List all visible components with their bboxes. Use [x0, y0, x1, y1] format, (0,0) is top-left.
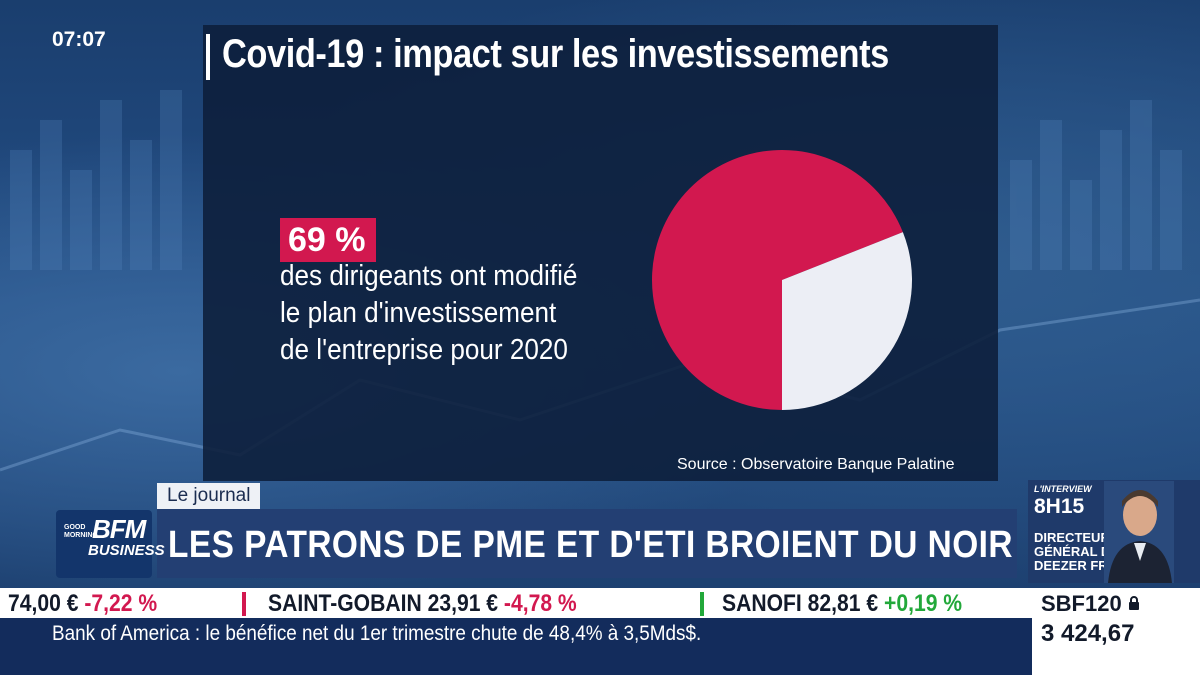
clock: 07:07	[52, 28, 106, 52]
interview-time: 8H15	[1034, 495, 1084, 519]
logo-business: BUSINESS	[88, 542, 165, 559]
ticker-item: 74,00 € -7,22 %	[8, 590, 157, 618]
segment-tag: Le journal	[157, 483, 260, 509]
infographic-title: Covid-19 : impact sur les investissement…	[222, 32, 889, 77]
interview-label: L'INTERVIEW	[1034, 484, 1092, 494]
index-value: 3 424,67	[1041, 620, 1134, 648]
pie-chart	[650, 148, 914, 412]
ticker-name: SAINT-GOBAIN	[268, 590, 422, 617]
description-line: le plan d'investissement	[280, 295, 604, 332]
guest-portrait	[1104, 481, 1174, 583]
ticker-change: -4,78 %	[504, 590, 577, 617]
description-line: des dirigeants ont modifié	[280, 258, 604, 295]
index-name: SBF120	[1041, 591, 1122, 617]
ticker-separator	[700, 592, 704, 616]
ticker-item: SAINT-GOBAIN 23,91 € -4,78 %	[268, 590, 577, 618]
highlight-description: des dirigeants ont modifié le plan d'inv…	[280, 258, 604, 369]
percent-highlight: 69 %	[280, 218, 376, 262]
ticker-price: 82,81 €	[808, 590, 878, 617]
ticker-name: SANOFI	[722, 590, 802, 617]
ticker-separator	[242, 592, 246, 616]
ticker-item: SANOFI 82,81 € +0,19 %	[722, 590, 962, 618]
logo-bfm: BFM	[92, 514, 145, 545]
ticker-price: 74,00 €	[8, 590, 78, 617]
headline-text: LES PATRONS DE PME ET D'ETI BROIENT DU N…	[168, 524, 1013, 567]
title-accent-bar	[206, 34, 210, 80]
ticker-change: -7,22 %	[84, 590, 157, 617]
ticker-price: 23,91 €	[428, 590, 498, 617]
description-line: de l'entreprise pour 2020	[280, 332, 604, 369]
news-text: Bank of America : le bénéfice net du 1er…	[52, 622, 701, 646]
lock-icon	[1128, 596, 1140, 610]
source-note: Source : Observatoire Banque Palatine	[677, 456, 955, 474]
ticker-change: +0,19 %	[884, 590, 962, 617]
